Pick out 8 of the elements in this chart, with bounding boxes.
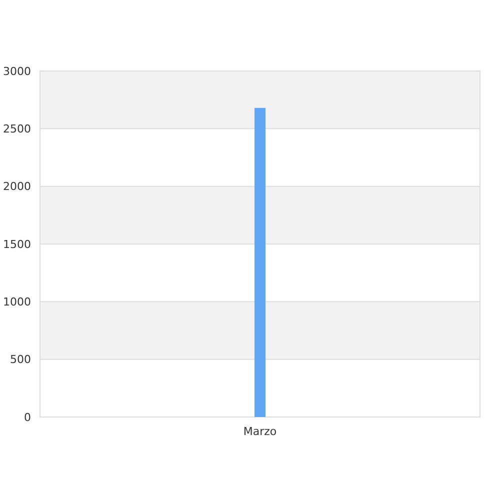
y-tick-label: 500: [10, 353, 31, 366]
y-tick-label: 1000: [3, 296, 31, 309]
y-tick-label: 1500: [3, 238, 31, 251]
y-tick-label: 2500: [3, 122, 31, 136]
y-tick-label: 2000: [3, 180, 31, 194]
y-tick-label: 3000: [3, 64, 31, 78]
y-tick-label: 0: [24, 410, 31, 424]
x-tick-label: Marzo: [243, 425, 277, 438]
